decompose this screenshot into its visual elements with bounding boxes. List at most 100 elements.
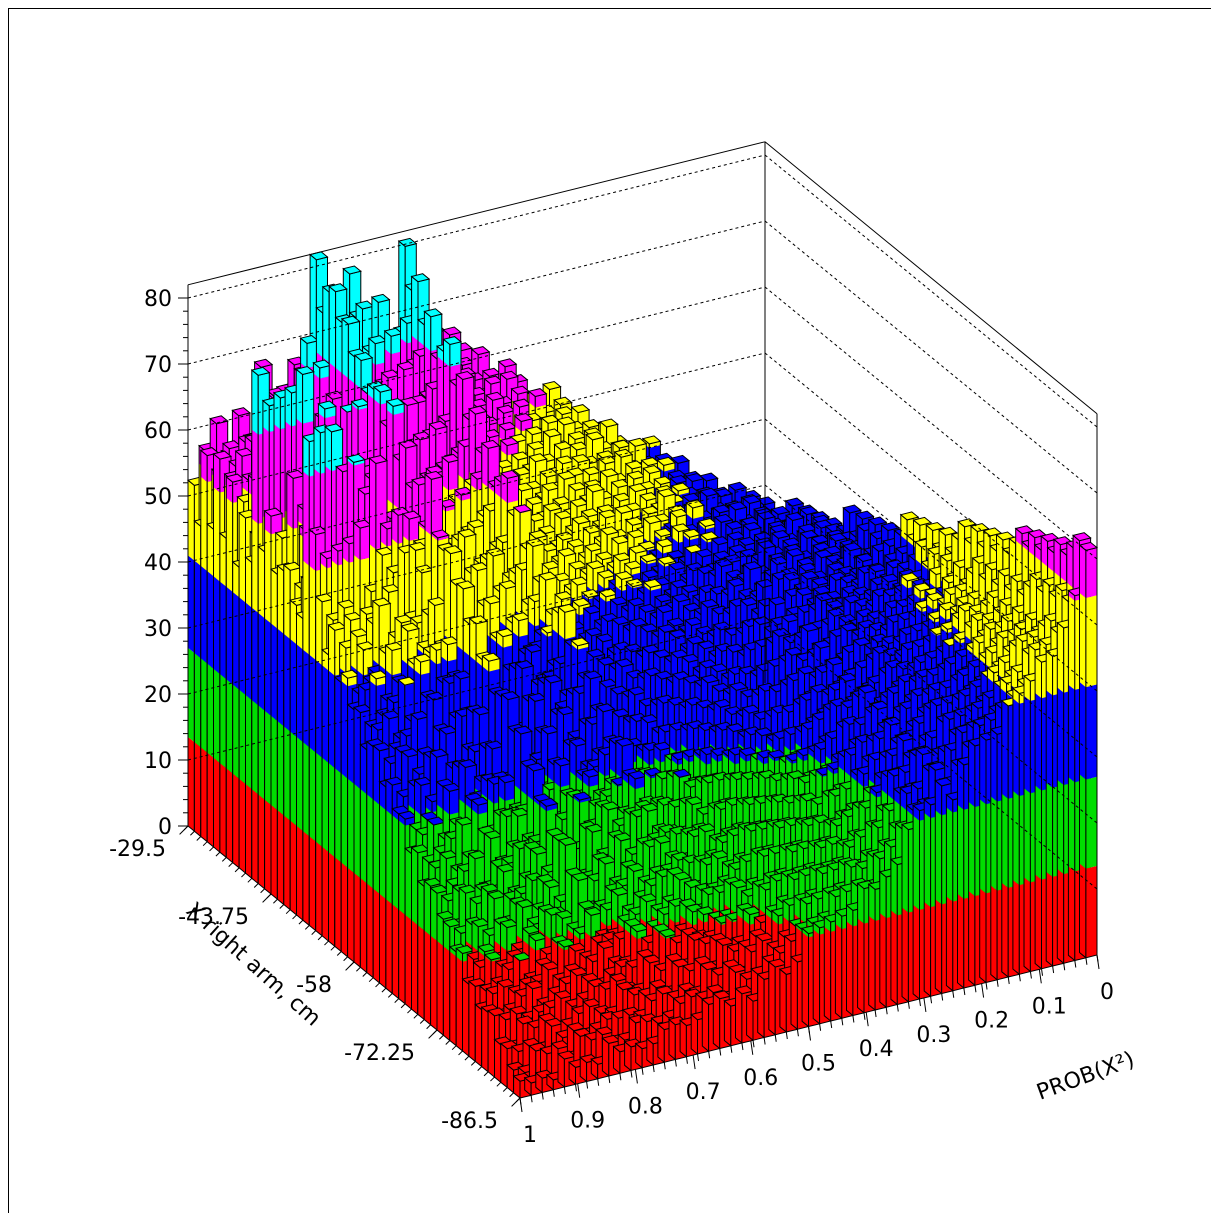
- bar-side-y-band: [207, 752, 214, 847]
- bar-side-y-band: [232, 773, 240, 868]
- bar-top: [209, 415, 229, 425]
- bar-side-y-band: [194, 560, 201, 659]
- bar-side-y-band: [245, 602, 252, 701]
- bar-side-y-band: [290, 731, 297, 826]
- bar-side-y-band: [328, 625, 335, 676]
- bar-side-y-band: [226, 768, 233, 863]
- bar-side-y-band: [271, 569, 278, 629]
- bar-side-y-band: [207, 524, 214, 577]
- bar-side-y-band: [334, 677, 342, 774]
- bar-side-y-band: [213, 668, 220, 764]
- bar-side-y-band: [424, 311, 431, 352]
- bar-side-y-band: [213, 487, 220, 582]
- bar-side-y-band: [213, 576, 220, 674]
- bar-side-y-band: [328, 762, 335, 858]
- bar-side-y-band: [309, 747, 316, 842]
- bar-side-y-band: [274, 424, 281, 519]
- bar-side-y-band: [354, 707, 361, 789]
- bar-side-y-band: [372, 600, 380, 665]
- bar-side-y-band: [264, 618, 271, 716]
- bar-side-y-band: [200, 565, 208, 664]
- bar-side-y-band: [322, 286, 330, 363]
- bar-side-y-band: [207, 571, 214, 669]
- bar-side-y-band: [226, 476, 233, 503]
- bar-side-y-band: [207, 663, 214, 758]
- bar-side-y-band: [315, 841, 323, 936]
- bar-side-y-band: [251, 429, 259, 524]
- bar-side-y-band: [354, 872, 361, 968]
- bar-side-y-band: [290, 820, 297, 915]
- bar-side-y-band: [354, 783, 361, 879]
- bar-side-y-band: [283, 815, 291, 910]
- bar-side-y-band: [188, 480, 195, 561]
- bar-side-y-band: [188, 555, 195, 653]
- bar-side-y-band: [283, 633, 291, 732]
- bar-side-y-band: [347, 867, 354, 962]
- bar-side-y-band: [219, 674, 227, 769]
- bar-side-y-band: [393, 455, 400, 510]
- canvas-frame: [8, 8, 1211, 1213]
- bar-side-y-band: [277, 565, 284, 634]
- bar-side-y-band: [258, 705, 265, 800]
- bar-side-y-band: [322, 846, 329, 942]
- bar-side-y-band: [290, 639, 297, 737]
- bar-side-y-band: [194, 742, 201, 837]
- bar-side-y-band: [213, 453, 220, 493]
- bar-side-y-band: [283, 726, 291, 821]
- bar-side-y-band: [341, 773, 348, 868]
- bar-side-y-band: [296, 644, 303, 742]
- bar-side-y-band: [347, 704, 354, 784]
- bar-side-y-band: [286, 473, 294, 529]
- bar-side-y-band: [399, 442, 406, 515]
- bar-side-y-band: [226, 679, 233, 774]
- bar-side-y-band: [245, 694, 252, 790]
- bar-side-y-band: [277, 628, 284, 727]
- bar-side-y-band: [334, 857, 342, 952]
- bar-side-y-band: [277, 721, 284, 816]
- bar-side-y-band: [245, 784, 252, 879]
- bar-side-y-band: [302, 742, 310, 837]
- bar-side-y-band: [296, 369, 303, 424]
- bar-side-y-band: [360, 789, 367, 884]
- bar-side-y-band: [219, 581, 227, 680]
- bar-side-y-band: [226, 497, 233, 592]
- bar-side-y-band: [258, 612, 265, 711]
- bar-side-y-band: [200, 658, 208, 753]
- bar-side-y-band: [271, 715, 278, 811]
- bar-side-y-band: [232, 592, 240, 690]
- bar-side-y-band: [315, 596, 323, 666]
- bar-side-y-band: [309, 565, 316, 660]
- bar-side-y-band: [302, 436, 310, 477]
- bar-side-y-band: [251, 370, 259, 435]
- bar-side-y-band: [315, 660, 323, 758]
- bar-side-y-band: [258, 794, 265, 889]
- bar-side-y-band: [328, 852, 335, 947]
- bar-top: [231, 407, 251, 417]
- bar-side-y-band: [360, 878, 367, 973]
- bar-side-y-band: [194, 521, 201, 566]
- bar-side-y-band: [274, 392, 281, 430]
- bar-side-y-band: [411, 276, 418, 341]
- bar-side-y-band: [296, 825, 303, 921]
- bar-side-y-band: [194, 653, 201, 748]
- bar-side-y-band: [350, 631, 357, 671]
- bar-side-y-band: [188, 736, 195, 832]
- bar-side-y-band: [262, 426, 270, 522]
- bar-side-y-band: [277, 810, 284, 905]
- bar-side-y-band: [328, 670, 335, 769]
- bar-side-y-band: [309, 836, 316, 931]
- bar-side-y-band: [239, 689, 246, 784]
- bar-side-y-band: [309, 529, 316, 571]
- bar-side-y-band: [239, 512, 246, 603]
- bar-side-y-band: [200, 476, 208, 572]
- bar-side-y-band: [213, 757, 220, 853]
- bar-side-x-band: [449, 341, 461, 367]
- bar-side-y-band: [264, 799, 271, 894]
- bar-side-y-band: [219, 533, 227, 587]
- bar-side-y-band: [302, 560, 310, 655]
- bar-side-y-band: [341, 680, 348, 779]
- bars-layer: [186, 237, 1099, 1100]
- bar-side-y-band: [251, 700, 259, 795]
- bar-side-y-band: [200, 747, 208, 842]
